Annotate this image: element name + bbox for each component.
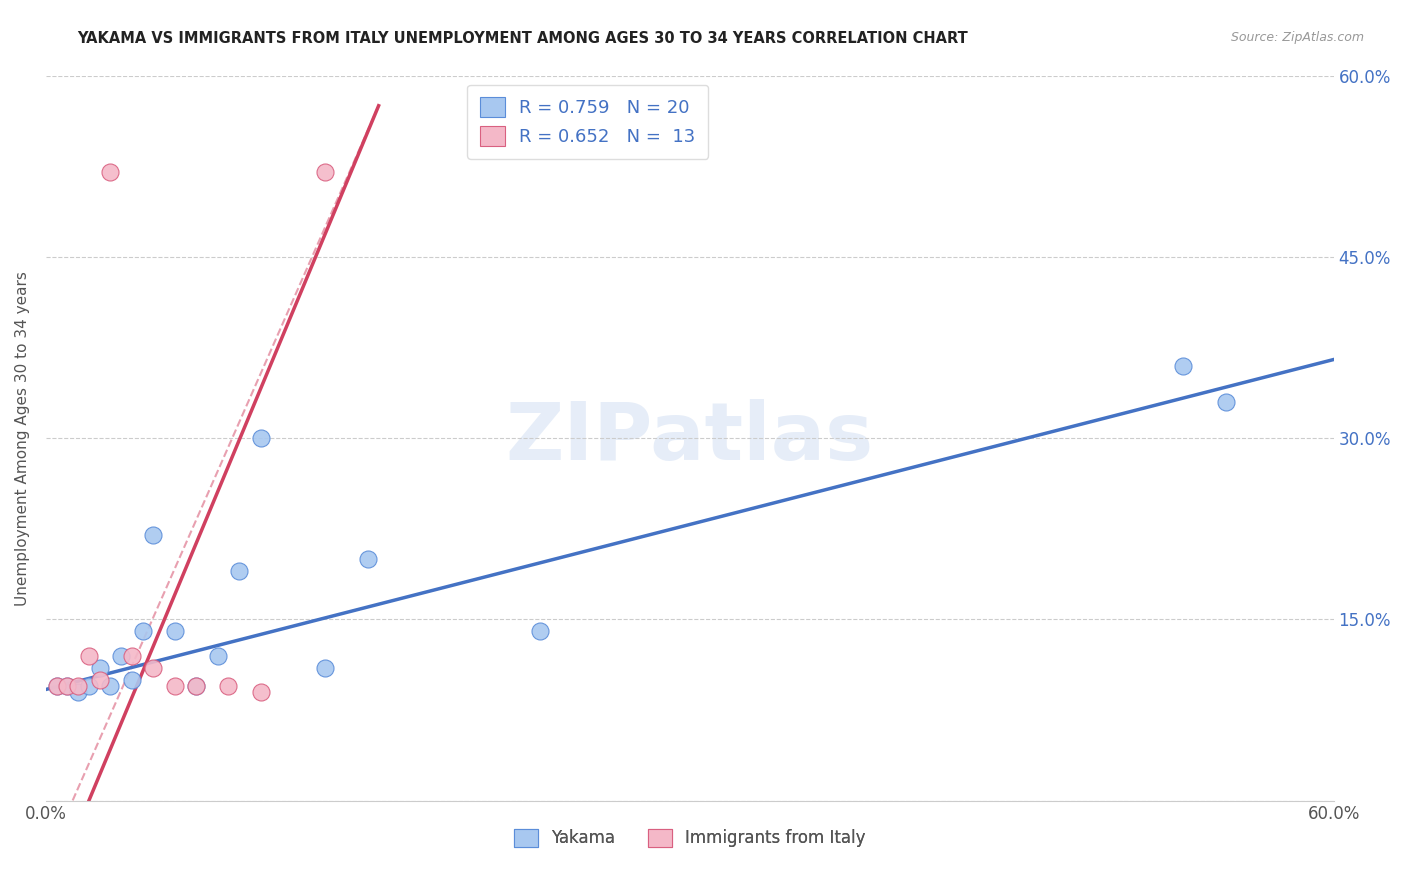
Legend: Yakama, Immigrants from Italy: Yakama, Immigrants from Italy xyxy=(508,822,872,854)
Point xyxy=(77,679,100,693)
Text: YAKAMA VS IMMIGRANTS FROM ITALY UNEMPLOYMENT AMONG AGES 30 TO 34 YEARS CORRELATI: YAKAMA VS IMMIGRANTS FROM ITALY UNEMPLOY… xyxy=(77,31,969,46)
Point xyxy=(163,624,186,639)
Text: Source: ZipAtlas.com: Source: ZipAtlas.com xyxy=(1230,31,1364,45)
Point xyxy=(1215,394,1237,409)
Point xyxy=(142,661,165,675)
Point xyxy=(121,673,143,687)
Point xyxy=(98,679,121,693)
Point xyxy=(357,552,380,566)
Point xyxy=(45,679,67,693)
Point xyxy=(110,648,132,663)
Point xyxy=(163,679,186,693)
Point xyxy=(89,673,111,687)
Point xyxy=(314,165,336,179)
Point xyxy=(217,679,239,693)
Point xyxy=(314,661,336,675)
Point xyxy=(98,165,121,179)
Point xyxy=(249,431,271,445)
Point xyxy=(67,679,90,693)
Point xyxy=(207,648,229,663)
Point xyxy=(142,527,165,541)
Point xyxy=(56,679,79,693)
Point xyxy=(56,679,79,693)
Point xyxy=(186,679,208,693)
Point xyxy=(228,564,250,578)
Point xyxy=(121,648,143,663)
Point xyxy=(77,648,100,663)
Y-axis label: Unemployment Among Ages 30 to 34 years: Unemployment Among Ages 30 to 34 years xyxy=(15,270,30,606)
Point xyxy=(1173,359,1195,373)
Point xyxy=(67,685,90,699)
Point xyxy=(249,685,271,699)
Point xyxy=(186,679,208,693)
Point xyxy=(45,679,67,693)
Point xyxy=(89,661,111,675)
Text: ZIPatlas: ZIPatlas xyxy=(506,399,875,477)
Point xyxy=(529,624,551,639)
Point xyxy=(131,624,153,639)
